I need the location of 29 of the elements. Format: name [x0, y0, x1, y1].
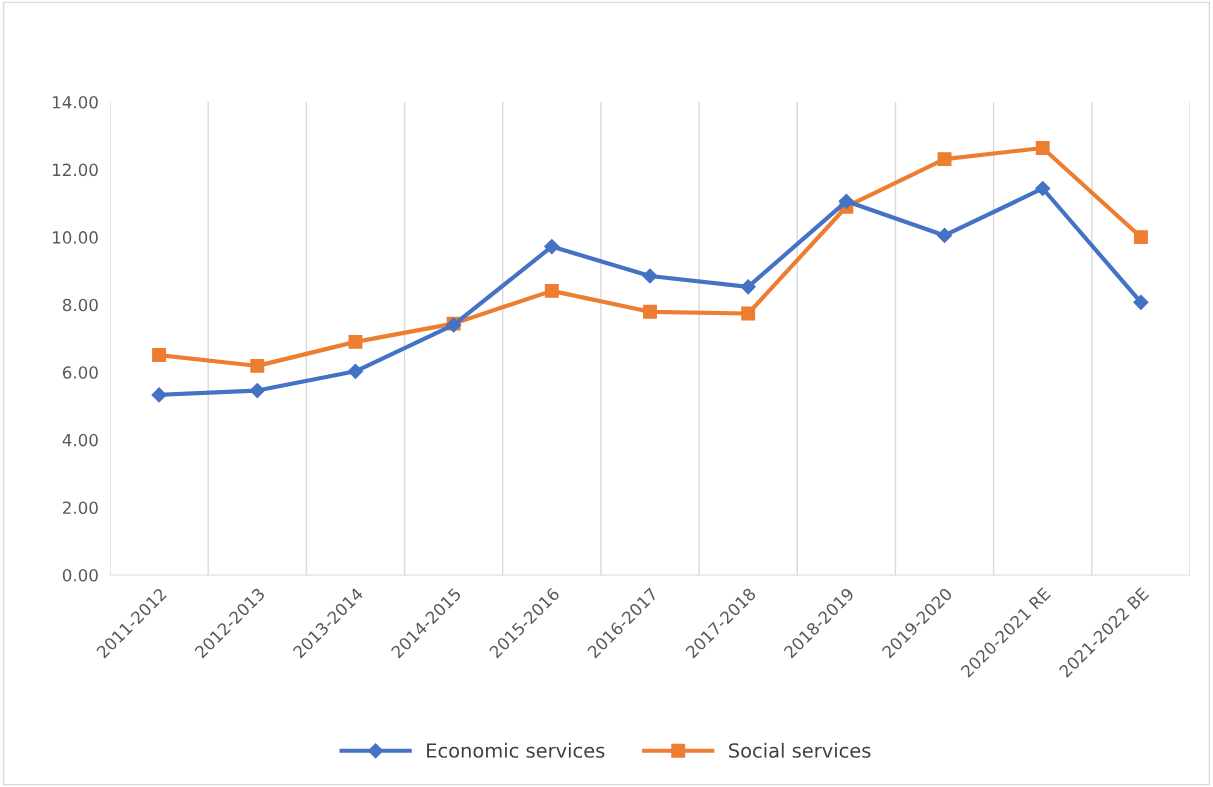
legend-label: Social services: [729, 742, 871, 758]
point: [1133, 294, 1149, 310]
point: [936, 227, 953, 244]
y-tick-label: 4.00: [62, 433, 98, 447]
point: [347, 363, 364, 379]
point: [544, 239, 560, 255]
point: [741, 306, 756, 321]
point: [1035, 180, 1051, 197]
point: [348, 334, 363, 349]
y-tick-label: 10.00: [53, 231, 98, 244]
point: [152, 348, 167, 363]
y-tick-label: 6.00: [62, 366, 98, 379]
point: [838, 193, 854, 209]
point: [937, 152, 952, 167]
point: [1133, 230, 1148, 245]
y-tick-label: 14.00: [53, 95, 98, 109]
point: [250, 358, 265, 373]
y-tick-label: 0.00: [62, 568, 98, 582]
point: [740, 279, 756, 295]
point: [1035, 141, 1050, 155]
point: [643, 304, 657, 319]
point: [249, 382, 265, 399]
y-tick-label: 12.00: [53, 163, 98, 177]
y-tick-label: 8.00: [62, 298, 98, 312]
legend-label: Economic services: [427, 742, 605, 758]
point: [544, 283, 559, 298]
point: [151, 387, 167, 403]
point: [642, 268, 658, 284]
y-tick-label: 2.00: [63, 501, 98, 514]
